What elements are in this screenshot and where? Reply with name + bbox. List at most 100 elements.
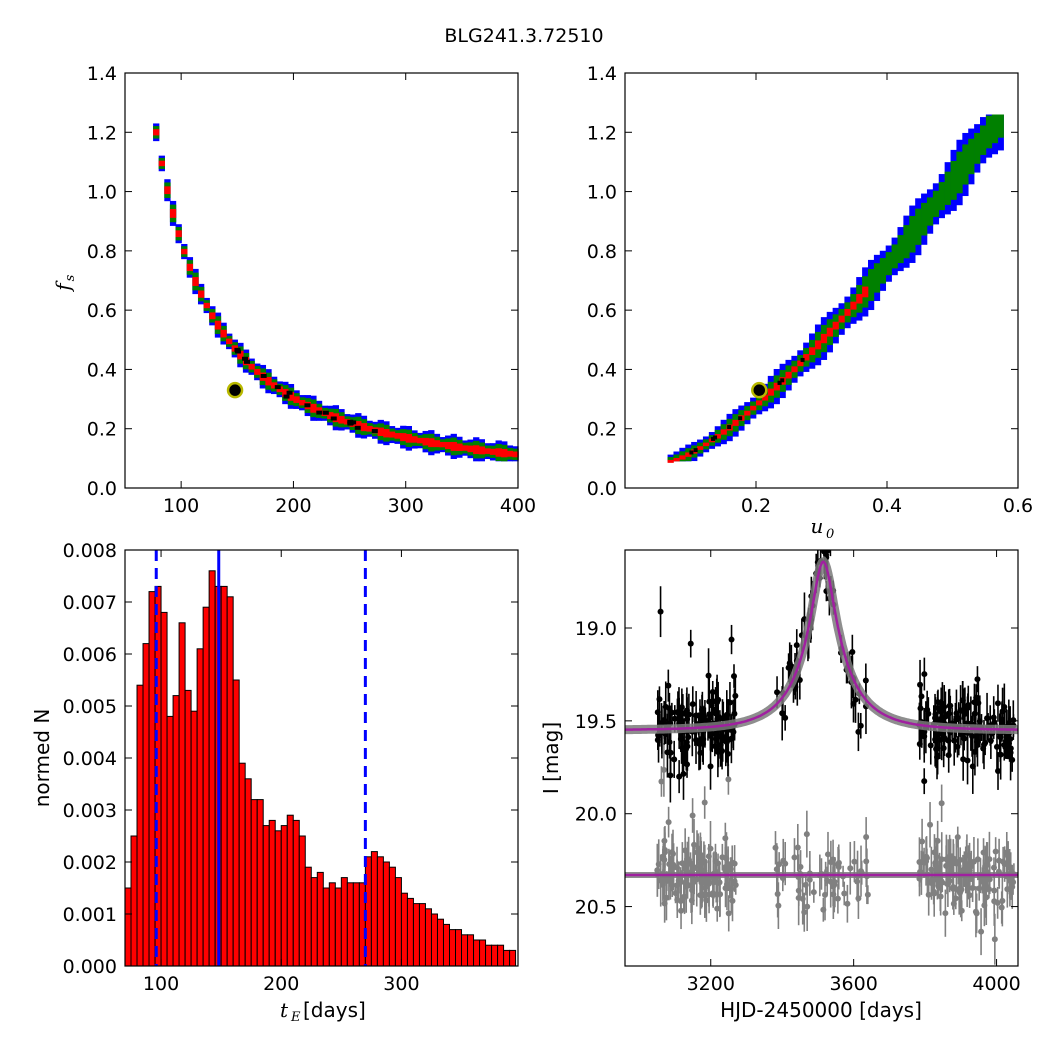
histogram-bar	[394, 877, 402, 967]
sample-marker	[711, 436, 716, 441]
x-axis-label-sub: 0	[826, 527, 834, 542]
y-tick-label: 0.2	[587, 419, 617, 441]
region-1sigma-cell	[756, 400, 763, 406]
region-1sigma-cell	[254, 368, 261, 375]
data-point	[924, 706, 931, 713]
histogram-bar	[376, 856, 384, 967]
x-tick-label: 200	[275, 495, 311, 517]
sample-marker	[777, 380, 782, 385]
data-point	[671, 756, 678, 763]
data-point	[964, 757, 971, 764]
region-1sigma-cell	[844, 308, 851, 316]
data-point	[932, 715, 939, 722]
region-1sigma-cell	[287, 392, 295, 401]
data-point	[921, 671, 928, 678]
sample-marker	[693, 448, 698, 453]
data-point	[732, 692, 739, 699]
region-1sigma-cell	[327, 412, 334, 420]
y-tick-label: 0.001	[63, 904, 117, 926]
residual-point	[670, 850, 677, 857]
x-tick-label: 0.4	[872, 495, 902, 517]
histogram-bar	[346, 882, 354, 967]
residual-point	[675, 877, 682, 884]
region-1sigma-cell	[667, 459, 674, 463]
y-tick-label: 0.8	[587, 241, 617, 263]
data-point	[959, 697, 966, 704]
region-1sigma-cell	[175, 230, 182, 238]
region-2sigma-cell	[879, 258, 887, 284]
histogram-bar	[473, 939, 481, 967]
residual-point	[994, 899, 1001, 906]
data-point	[786, 660, 793, 667]
residual-point	[727, 866, 734, 873]
residual-point	[782, 860, 789, 867]
data-point	[676, 773, 683, 780]
sample-marker	[286, 390, 293, 395]
region-1sigma-cell	[383, 428, 390, 438]
data-point	[965, 702, 972, 709]
residual-point	[794, 844, 801, 851]
sample-marker	[354, 425, 361, 430]
region-1sigma-cell	[826, 327, 833, 337]
residual-point	[968, 863, 975, 870]
x-tick-label: 200	[263, 973, 299, 995]
y-tick-label: 1.2	[87, 122, 117, 144]
residual-point	[943, 880, 950, 887]
data-point	[849, 649, 856, 656]
residual-point	[954, 834, 961, 841]
histogram-bar	[268, 819, 276, 967]
histogram-bar	[310, 877, 318, 967]
residual-point	[964, 882, 971, 889]
region-2sigma-cell	[891, 244, 898, 269]
data-point	[730, 728, 737, 735]
sample-marker	[738, 416, 743, 421]
data-point	[946, 702, 953, 709]
histogram-bar	[328, 882, 336, 967]
region-2sigma-cell	[938, 182, 945, 211]
sample-marker	[689, 450, 694, 455]
residual-point	[660, 766, 667, 773]
region-2sigma-cell	[944, 171, 951, 205]
y-tick-label: 0.008	[63, 540, 117, 562]
region-1sigma-cell	[428, 438, 435, 448]
region-1sigma-cell	[702, 442, 710, 447]
y-tick-label: 1.4	[587, 63, 617, 85]
data-point	[917, 705, 924, 712]
residual-point	[970, 858, 977, 865]
residual-point	[990, 864, 997, 871]
residual-point	[938, 800, 945, 807]
x-tick-label: 4000	[972, 973, 1020, 995]
region-1sigma-cell	[355, 421, 362, 430]
region-1sigma-cell	[338, 416, 345, 424]
histogram-bar	[334, 887, 342, 967]
region-1sigma-cell	[158, 160, 165, 167]
residual-point	[949, 885, 956, 892]
data-point	[984, 715, 991, 722]
data-point	[855, 728, 862, 735]
region-2sigma-cell	[868, 269, 875, 301]
residual-point	[710, 892, 717, 899]
residual-point	[983, 861, 990, 868]
region-2sigma-cell	[909, 215, 916, 253]
data-point	[719, 733, 726, 740]
plot-frame	[624, 72, 1019, 489]
histogram-bar	[304, 866, 312, 967]
residual-point	[992, 848, 999, 855]
region-1sigma-cell	[270, 382, 278, 389]
y-tick-label: 0.005	[63, 696, 117, 718]
sample-marker	[260, 373, 267, 378]
sample-marker	[322, 410, 329, 415]
residual-point	[678, 907, 685, 914]
histogram-bar	[467, 934, 475, 967]
residual-point	[986, 856, 993, 863]
panel-lightcurve: 3200 3600 4000 19.0 19.5 20.0 20.5 I [mag] HJD-2…	[539, 549, 1021, 1022]
residual-point	[847, 865, 854, 872]
region-1sigma-cell	[797, 360, 804, 367]
residual-point	[661, 900, 668, 907]
region-1sigma-cell	[467, 445, 474, 453]
residual-point	[953, 860, 960, 867]
region-1sigma-cell	[214, 320, 222, 330]
region-1sigma-cell	[785, 371, 792, 379]
region-2sigma-cell	[991, 114, 999, 144]
region-1sigma-cell	[832, 321, 839, 330]
